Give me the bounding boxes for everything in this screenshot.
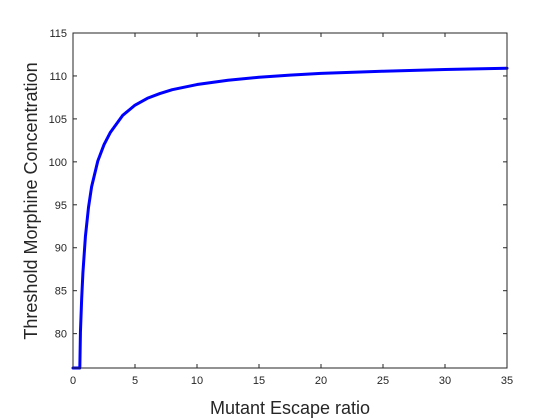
x-axis-label: Mutant Escape ratio (210, 398, 370, 418)
x-tick-label: 10 (191, 375, 203, 387)
y-tick-label: 90 (55, 243, 67, 255)
ticks-layer: 0 5 10 15 20 25 30 35 80 85 90 95 100 105 110 115 (49, 28, 513, 387)
axes-layer (72, 32, 508, 369)
x-tick-label: 5 (132, 375, 138, 387)
y-tick-label: 115 (49, 28, 67, 40)
y-tick-label: 100 (49, 157, 67, 169)
x-tick-label: 25 (377, 375, 389, 387)
axes-box (72, 32, 508, 369)
x-tick-label: 35 (501, 375, 513, 387)
series-layer (71, 66, 509, 370)
y-tick-label: 80 (55, 329, 67, 341)
x-tick-label: 0 (70, 375, 76, 387)
x-tick-label: 30 (439, 375, 451, 387)
y-tick-label: 95 (55, 200, 67, 212)
plot-area (73, 33, 507, 368)
y-tick-label: 105 (49, 114, 67, 126)
y-axis-label: Threshold Morphine Concentration (21, 62, 41, 339)
x-tick-label: 15 (253, 375, 265, 387)
y-tick-label: 85 (55, 286, 67, 298)
x-tick-label: 20 (315, 375, 327, 387)
y-tick-label: 110 (49, 71, 67, 83)
series-line-1 (71, 66, 509, 370)
